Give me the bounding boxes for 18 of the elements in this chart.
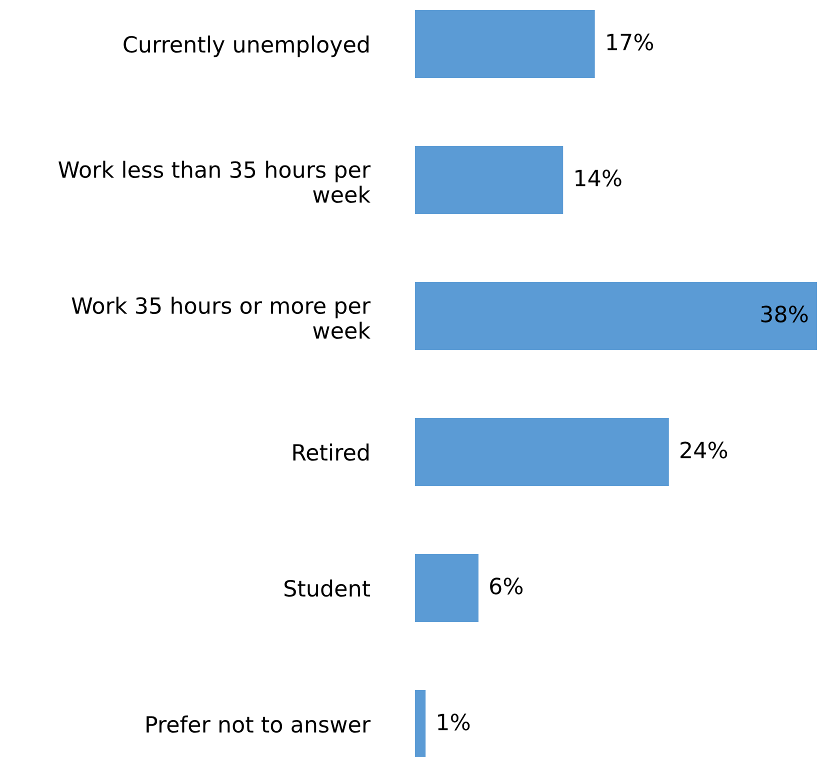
bar xyxy=(415,10,595,78)
y-tick-label: Work 35 hours or more per week xyxy=(72,296,371,339)
bar xyxy=(415,554,478,622)
data-label: 1% xyxy=(438,714,470,730)
data-label: 17% xyxy=(607,34,654,50)
y-tick-label: Retired xyxy=(293,444,369,461)
bar xyxy=(415,146,564,214)
y-tick-label: Student xyxy=(284,580,370,597)
bar xyxy=(415,418,669,486)
bar xyxy=(415,690,426,757)
data-label: 24% xyxy=(680,442,728,458)
data-label: 6% xyxy=(490,578,523,594)
data-label: 14% xyxy=(576,170,622,186)
y-tick-label: Work less than 35 hours per week xyxy=(58,160,371,203)
y-tick-label: Prefer not to answer xyxy=(146,716,371,733)
data-label: 38% xyxy=(761,306,808,322)
bar xyxy=(415,282,817,350)
y-tick-label: Currently unemployed xyxy=(124,36,369,58)
